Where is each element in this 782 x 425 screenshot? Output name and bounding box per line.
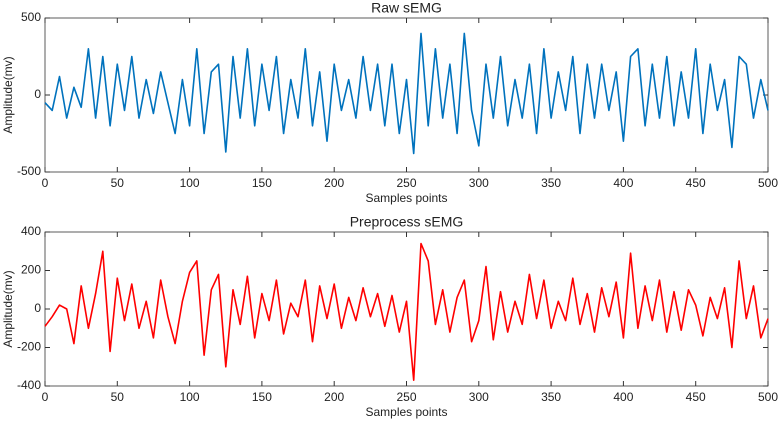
y-axis-label: Amplitude(mv) [1,56,15,133]
x-tick-label: 400 [613,176,633,190]
x-tick-label: 450 [686,390,706,404]
x-tick-label: 50 [111,390,125,404]
series-line [44,32,769,155]
x-tick-label: 350 [541,176,561,190]
x-tick-label: 300 [469,176,489,190]
y-tick-label: -500 [17,164,41,178]
y-tick-label: 400 [21,224,41,238]
plot-area [44,17,769,173]
y-tick-label: 0 [34,87,41,101]
x-tick-label: 50 [111,176,125,190]
y-tick-label: 500 [21,10,41,24]
x-tick-label: 200 [324,176,344,190]
x-axis-label: Samples points [365,405,447,419]
x-tick-label: 400 [613,390,633,404]
y-axis-label: Amplitude(mv) [1,270,15,347]
x-tick-label: 350 [541,390,561,404]
x-tick-label: 150 [252,176,272,190]
x-tick-label: 250 [396,390,416,404]
y-tick-label: 200 [21,263,41,277]
x-axis-label: Samples points [365,191,447,205]
x-tick-label: 0 [42,176,49,190]
chart-title: Raw sEMG [371,0,442,16]
x-tick-label: 100 [180,390,200,404]
x-tick-label: 150 [252,390,272,404]
x-tick-label: 450 [686,176,706,190]
y-tick-label: -200 [17,340,41,354]
x-tick-label: 500 [758,390,778,404]
x-tick-label: 300 [469,390,489,404]
y-tick-label: -400 [17,378,41,392]
x-tick-label: 0 [42,390,49,404]
x-tick-label: 100 [180,176,200,190]
y-tick-label: 0 [34,301,41,315]
chart-title: Preprocess sEMG [350,214,464,230]
series-line [44,242,769,381]
x-tick-label: 250 [396,176,416,190]
x-tick-label: 500 [758,176,778,190]
x-tick-label: 200 [324,390,344,404]
